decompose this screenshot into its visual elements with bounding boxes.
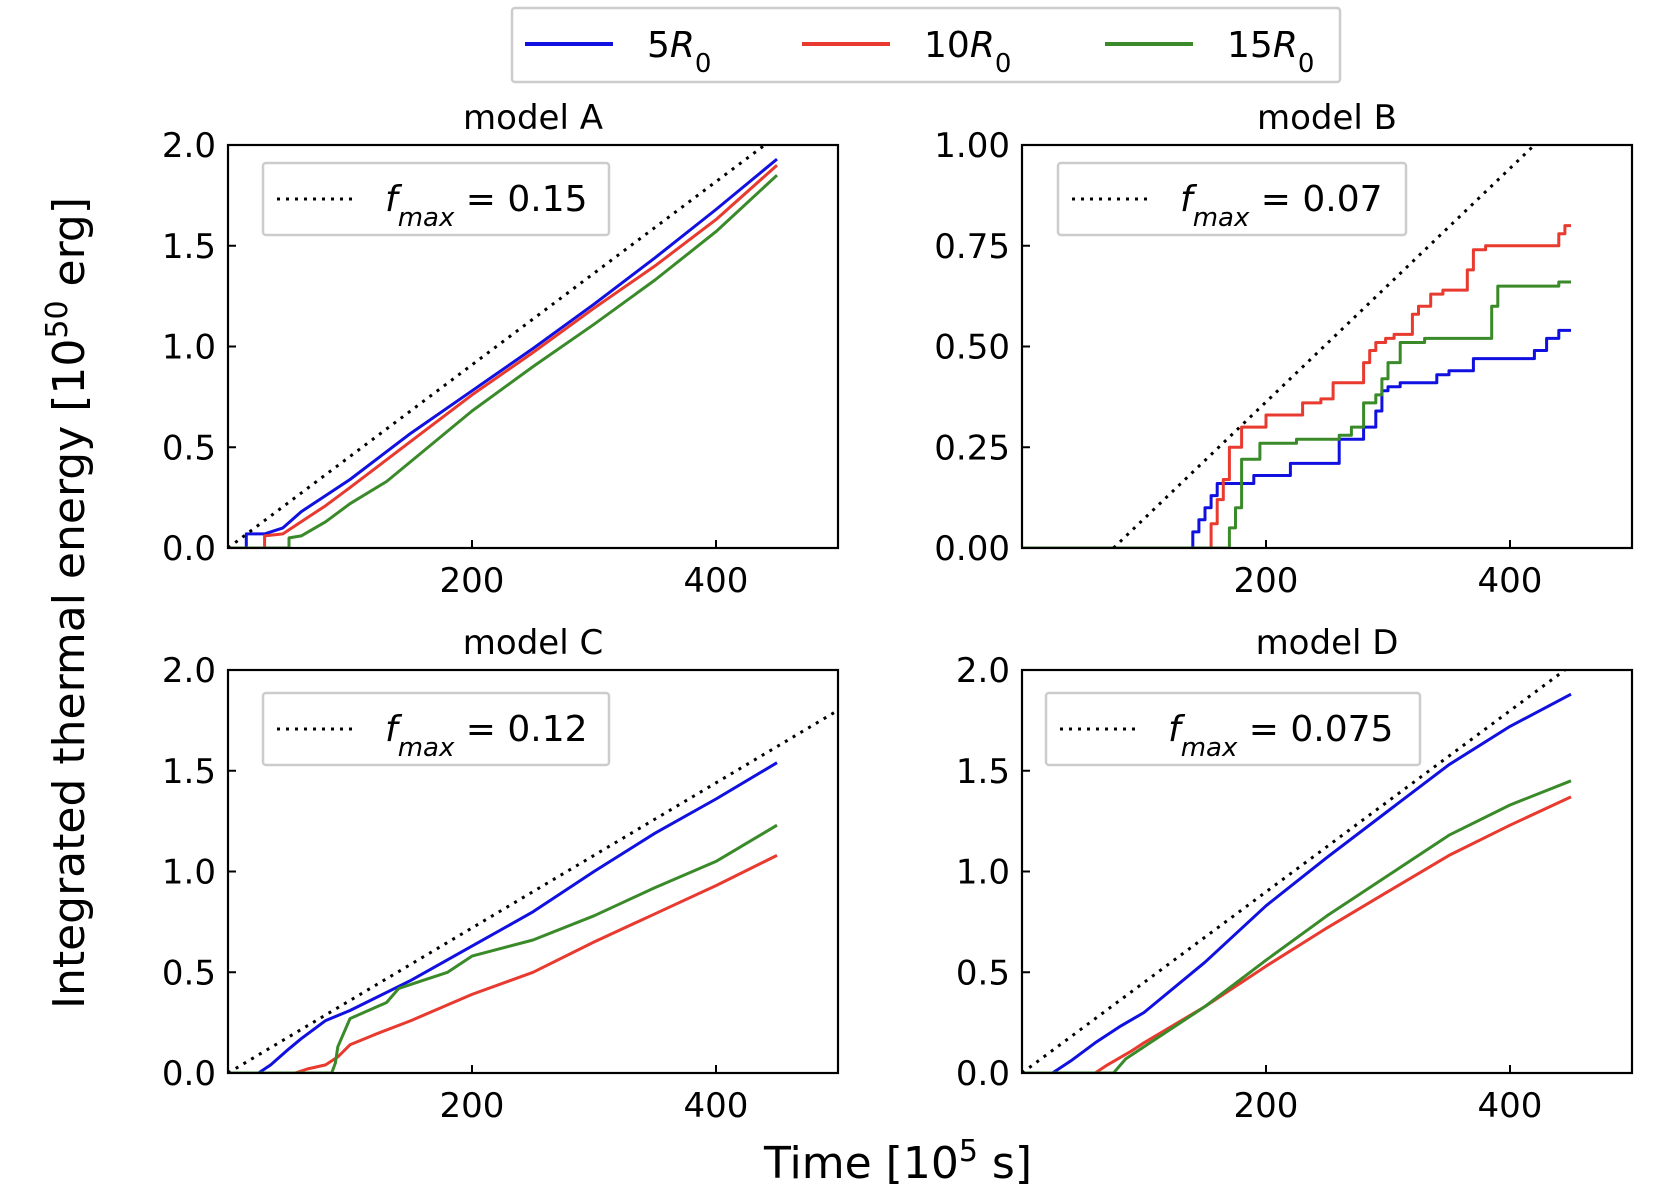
reference-legend-box: [261, 161, 611, 237]
y-tick-label: 0.50: [934, 328, 1010, 368]
series-line-5R0: [228, 157, 778, 548]
y-tick-label: 1.5: [162, 752, 216, 792]
series-line-10R0: [228, 164, 778, 548]
series-line-10R0: [228, 854, 778, 1073]
y-tick-label: 2.0: [956, 651, 1010, 691]
y-tick-label: 0.00: [934, 529, 1010, 569]
y-tick-label: 0.5: [162, 953, 216, 993]
reference-legend-label: fmax = 0.15: [385, 179, 588, 233]
y-tick-label: 2.0: [162, 126, 216, 166]
y-axis-title-unit: erg]: [44, 197, 95, 300]
reference-legend-label: fmax = 0.075: [1168, 709, 1393, 763]
series-line-15R0: [1022, 280, 1571, 548]
series-group: [1022, 145, 1571, 548]
panel-model-b: model B 200 400 0.00 0.25 0.50 0.75 1.00 fmax = …: [934, 98, 1634, 601]
y-tick-label: 0.5: [162, 428, 216, 468]
legend-label-10R0: 10R0: [924, 25, 1011, 79]
series-line-15R0: [1022, 779, 1572, 1073]
y-tick-label: 1.5: [956, 752, 1010, 792]
y-axis-title: Integrated thermal energy [1050 erg]: [40, 197, 96, 1009]
x-tick-label: 200: [440, 561, 505, 601]
series-line-5R0: [1022, 328, 1571, 548]
panel-title: model D: [1256, 623, 1399, 663]
x-tick-label: 400: [684, 561, 749, 601]
legend-label-15R0: 15R0: [1227, 25, 1314, 79]
y-tick-label: 0.0: [162, 1054, 216, 1094]
series-group: [228, 709, 838, 1073]
x-axis-title: Time [105 s]: [763, 1134, 1032, 1190]
panel-title: model A: [463, 98, 603, 138]
reference-legend-label: fmax = 0.07: [1180, 179, 1383, 233]
panel-title: model B: [1257, 98, 1397, 138]
reference-legend-label: fmax = 0.12: [385, 709, 588, 763]
x-tick-label: 200: [440, 1086, 505, 1126]
x-tick-label: 400: [1478, 561, 1543, 601]
y-tick-label: 1.00: [934, 126, 1010, 166]
panel-model-d: model D 200 400 0.0 0.5 1.0 1.5 2.0 fmax = 0.075: [956, 623, 1634, 1126]
y-tick-label: 1.0: [162, 853, 216, 893]
reference-legend-box: [1056, 161, 1408, 237]
reference-legend-box: [1044, 691, 1422, 767]
panel-model-a: model A 200 400 0.0 0.5 1.0 1.5 2.0 fmax = 0.15: [162, 98, 840, 601]
series-line-10R0: [1022, 224, 1571, 548]
y-tick-label: 0.0: [956, 1054, 1010, 1094]
y-tick-label: 2.0: [162, 651, 216, 691]
series-line-5R0: [228, 761, 778, 1073]
y-tick-label: 0.75: [934, 227, 1010, 267]
panel-model-c: model C 200 400 0.0 0.5 1.0 1.5 2.0 fmax = 0.12: [162, 623, 840, 1126]
series-line-15R0: [228, 174, 779, 548]
y-tick-label: 1.0: [956, 853, 1010, 893]
y-tick-label: 1.5: [162, 227, 216, 267]
legend-box: [510, 6, 1342, 84]
y-tick-label: 0.5: [956, 953, 1010, 993]
x-axis-title-unit: s]: [978, 1138, 1032, 1189]
series-group: [1022, 670, 1572, 1073]
y-tick-label: 1.0: [162, 328, 216, 368]
y-tick-label: 0.25: [934, 428, 1010, 468]
y-axis-title-exponent: 50: [40, 300, 75, 338]
reference-line: [228, 709, 838, 1073]
x-tick-label: 200: [1234, 561, 1299, 601]
panel-title: model C: [463, 623, 603, 663]
x-tick-label: 400: [684, 1086, 749, 1126]
series-line-5R0: [1022, 692, 1572, 1073]
legend-label-5R0: 5R0: [647, 25, 711, 79]
x-axis-title-text: Time [10: [763, 1138, 959, 1189]
y-tick-label: 0.0: [162, 529, 216, 569]
x-tick-label: 200: [1234, 1086, 1299, 1126]
reference-line: [228, 145, 766, 548]
series-line-15R0: [228, 823, 778, 1073]
x-tick-label: 400: [1478, 1086, 1543, 1126]
series-line-10R0: [1022, 795, 1572, 1073]
series-group: [228, 145, 779, 548]
legend: 5R0 10R0 15R0: [510, 6, 1342, 84]
x-axis-title-exponent: 5: [959, 1134, 978, 1169]
reference-legend-box: [261, 691, 611, 767]
y-axis-title-text: Integrated thermal energy [10: [44, 339, 95, 1009]
